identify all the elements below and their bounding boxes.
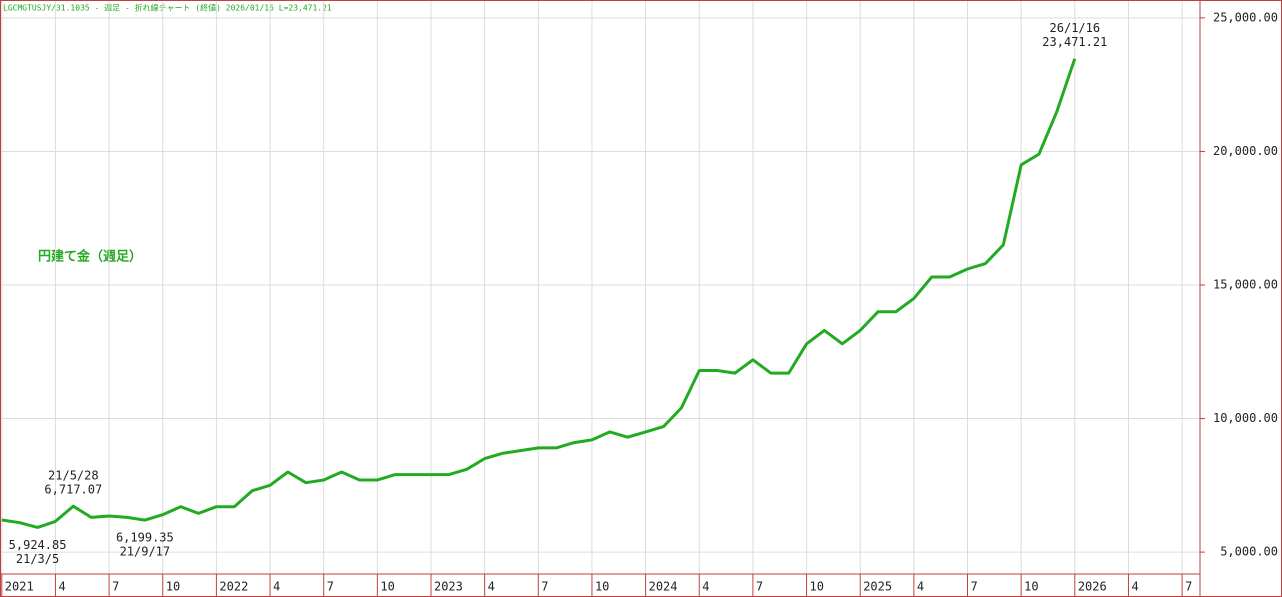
annotation-date: 26/1/16: [1050, 21, 1101, 35]
annotation-value: 6,199.35: [116, 531, 174, 545]
annotation-date: 21/5/28: [48, 469, 99, 483]
x-tick-label: 2021: [5, 580, 34, 594]
y-tick-label: 10,000.00: [1213, 411, 1278, 425]
series-label: 円建て金（週足）: [38, 249, 142, 265]
x-tick-label: 10: [166, 580, 180, 594]
x-tick-label: 4: [702, 580, 709, 594]
annotation-value: 23,471.21: [1042, 35, 1107, 49]
x-tick-label: 7: [1185, 580, 1192, 594]
x-tick-label: 2023: [434, 580, 463, 594]
x-tick-label: 7: [112, 580, 119, 594]
x-tick-label: 2022: [219, 580, 248, 594]
x-tick-label: 2026: [1078, 580, 1107, 594]
chart-header: LGCMGTUSJY/31.1035 - 週足 - 折れ線チャート (終値) 2…: [3, 3, 332, 13]
x-tick-label: 10: [380, 580, 394, 594]
annotation-value: 6,717.07: [44, 483, 102, 497]
y-tick-label: 25,000.00: [1213, 10, 1278, 24]
x-tick-label: 4: [273, 580, 280, 594]
x-tick-label: 10: [810, 580, 824, 594]
x-tick-label: 2024: [649, 580, 678, 594]
x-tick-label: 7: [541, 580, 548, 594]
x-tick-label: 4: [917, 580, 924, 594]
y-tick-label: 15,000.00: [1213, 277, 1278, 291]
series-line: [1, 58, 1077, 529]
annotation-value: 5,924.85: [9, 538, 67, 552]
y-tick-label: 20,000.00: [1213, 144, 1278, 158]
x-tick-label: 10: [595, 580, 609, 594]
annotation-date: 21/9/17: [120, 545, 171, 559]
x-tick-label: 7: [327, 580, 334, 594]
x-tick-label: 7: [756, 580, 763, 594]
x-tick-label: 4: [1131, 580, 1138, 594]
x-tick-label: 7: [971, 580, 978, 594]
x-tick-label: 2025: [863, 580, 892, 594]
x-tick-label: 4: [488, 580, 495, 594]
y-tick-label: 5,000.00: [1220, 545, 1278, 559]
x-tick-label: 10: [1024, 580, 1038, 594]
x-tick-label: 4: [58, 580, 65, 594]
annotation-date: 21/3/5: [16, 552, 59, 566]
